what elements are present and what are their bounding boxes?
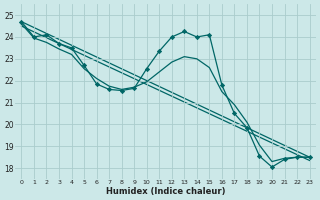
X-axis label: Humidex (Indice chaleur): Humidex (Indice chaleur) bbox=[106, 187, 225, 196]
